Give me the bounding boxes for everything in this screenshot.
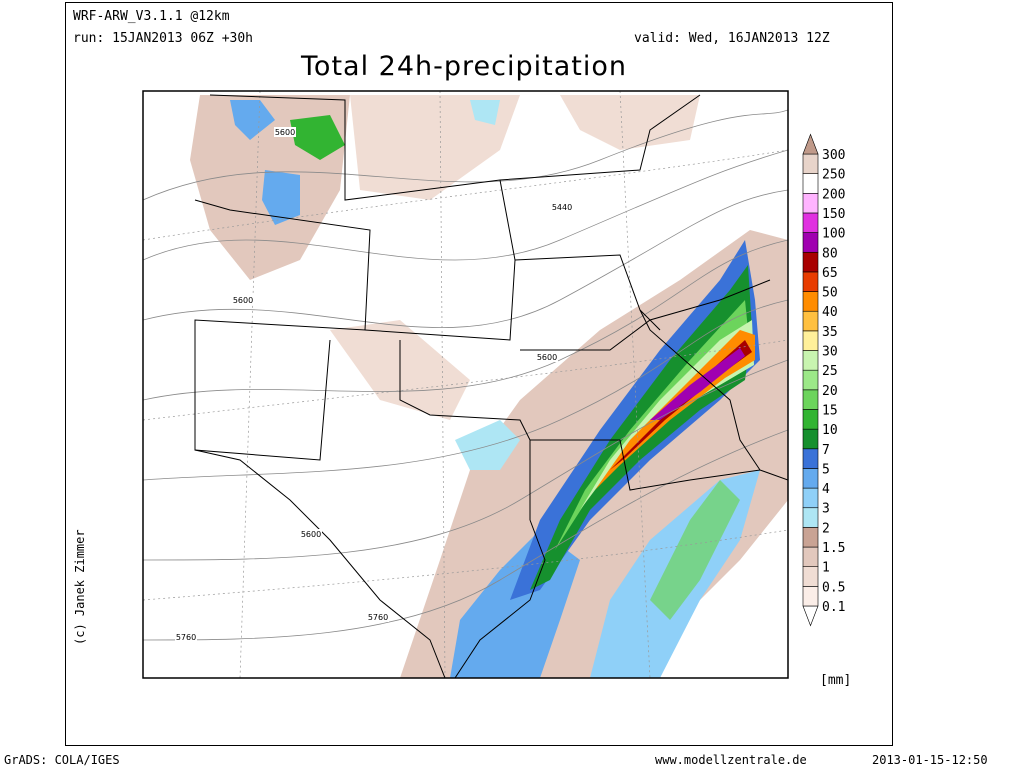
- colorbar-box: [802, 527, 819, 548]
- colorbar-box: [802, 586, 819, 607]
- run-label: run: 15JAN2013 06Z +30h: [73, 31, 253, 46]
- colorbar-box: [802, 428, 819, 450]
- colorbar-box: [802, 232, 819, 253]
- colorbar-label: 5: [822, 462, 830, 477]
- colorbar-box: [802, 369, 819, 391]
- contour-label-bg: [274, 127, 296, 137]
- colorbar-label: 0.1: [822, 600, 845, 615]
- timestamp: 2013-01-15-12:50: [872, 753, 988, 767]
- contour-label: 5600: [275, 128, 295, 137]
- colorbar-label: 15: [822, 403, 838, 418]
- colorbar-box: [802, 310, 819, 332]
- colorbar-label: 65: [822, 266, 838, 281]
- colorbar-box: [802, 330, 819, 351]
- colorbar-label: 4: [822, 482, 830, 497]
- valid-label: valid: Wed, 16JAN2013 12Z: [634, 31, 830, 46]
- precip-area: [350, 95, 520, 200]
- colorbar-label: 100: [822, 227, 845, 242]
- precip-area: [470, 100, 500, 125]
- colorbar-label: 200: [822, 187, 845, 202]
- contour-label-bg: [551, 202, 573, 212]
- colorbar-label: 1.5: [822, 541, 845, 556]
- map-title: Total 24h-precipitation: [300, 51, 627, 82]
- contour-label-bg: [367, 612, 389, 622]
- contour-label-bg: [536, 352, 558, 362]
- colorbar-box: [802, 487, 819, 509]
- colorbar-box: [802, 409, 819, 430]
- colorbar-label: 7: [822, 443, 830, 458]
- contour-label-bg: [300, 529, 322, 539]
- colorbar-box: [802, 251, 819, 273]
- colorbar-box: [802, 173, 819, 194]
- colorbar-label: 10: [822, 423, 838, 438]
- colorbar-box: [802, 350, 819, 371]
- contour-label-bg: [232, 295, 254, 305]
- contour-label: 5440: [552, 203, 572, 212]
- colorbar-label: 25: [822, 364, 838, 379]
- model-label: WRF-ARW_V3.1.1 @12km: [73, 9, 230, 24]
- colorbar-box: [802, 153, 819, 174]
- contour-label: 5600: [301, 530, 321, 539]
- precip-area: [290, 115, 345, 160]
- precip-area: [650, 480, 740, 620]
- contour-labels: 5600 5440 5600 5600 5600 5760 5760: [175, 127, 573, 642]
- colorbar-label: 300: [822, 148, 845, 163]
- map: 5600 5440 5600 5600 5600 5760 5760: [142, 90, 789, 679]
- unit-label: [mm]: [820, 673, 851, 688]
- precip-area: [650, 348, 745, 420]
- colorbar-label: 40: [822, 305, 838, 320]
- colorbar: 0.1 0.5 1 1.5 2 3 4 5 7 10 15 20 25 30 35 40 50 65 80 100 15…: [802, 133, 845, 627]
- colorbar-box: [802, 507, 819, 528]
- colorbar-box: [802, 468, 819, 489]
- colorbar-box: [802, 271, 819, 292]
- colorbar-cap: [802, 133, 819, 155]
- colorbar-label: 20: [822, 384, 838, 399]
- contour-label: 5760: [368, 613, 388, 622]
- colorbar-label: 3: [822, 502, 830, 517]
- precip-area: [230, 100, 275, 140]
- precip-area: [262, 170, 300, 225]
- colorbar-label: 35: [822, 325, 838, 340]
- precipitation-field: [190, 95, 788, 678]
- contour-label: 5600: [537, 353, 557, 362]
- colorbar-label: 50: [822, 286, 838, 301]
- colorbar-box: [802, 389, 819, 410]
- contour-label: 5600: [233, 296, 253, 305]
- contour-label: 5760: [176, 633, 196, 642]
- colorbar-label: 150: [822, 207, 845, 222]
- colorbar-box: [802, 448, 819, 469]
- colorbar-label: 30: [822, 345, 838, 360]
- website-label: www.modellzentrale.de: [655, 753, 807, 767]
- contour-label-bg: [175, 632, 197, 642]
- colorbar-label: 250: [822, 168, 845, 183]
- colorbar-label: 80: [822, 246, 838, 261]
- colorbar-box: [802, 566, 819, 587]
- colorbar-box: [802, 546, 819, 567]
- colorbar-label: 1: [822, 561, 830, 576]
- copyright: (c) Janek Zimmer: [73, 529, 87, 645]
- colorbar-label: 2: [822, 521, 830, 536]
- map-frame: [142, 90, 789, 679]
- precip-area: [455, 420, 520, 470]
- colorbar-label: 0.5: [822, 580, 845, 595]
- colorbar-box: [802, 291, 819, 312]
- map-lines: [143, 91, 788, 678]
- software-label: GrADS: COLA/IGES: [4, 753, 120, 767]
- colorbar-box: [802, 193, 819, 214]
- colorbar-box: [802, 212, 819, 233]
